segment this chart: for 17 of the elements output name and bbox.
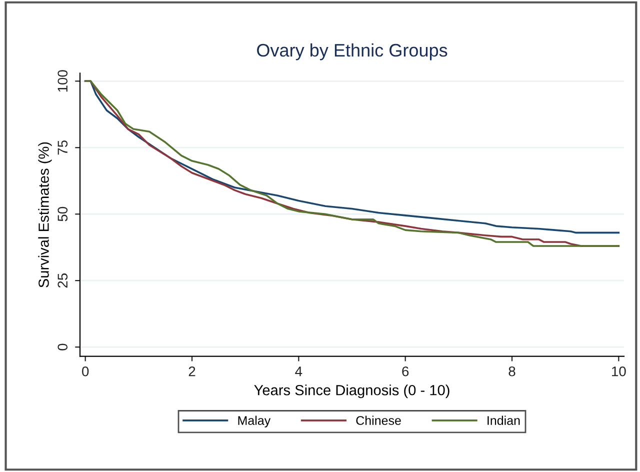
x-axis-title: Years Since Diagnosis (0 - 10) — [254, 384, 450, 398]
y-tick-label: 0 — [58, 344, 68, 350]
x-tick-label: 0 — [82, 366, 89, 376]
y-axis-title: Survival Estimates (%) — [38, 142, 52, 288]
legend-label: Indian — [488, 416, 520, 425]
x-tick-label: 6 — [402, 366, 409, 376]
x-tick-label: 2 — [188, 366, 196, 376]
legend-label: Malay — [238, 416, 271, 428]
y-tick-label: 50 — [58, 206, 68, 222]
x-tick-label: 4 — [295, 366, 302, 376]
x-tick-label: 10 — [612, 366, 626, 376]
legend-label: Chinese — [356, 416, 401, 425]
x-tick-label: 8 — [508, 366, 516, 376]
chart-title: Ovary by Ethnic Groups — [257, 43, 448, 60]
y-tick-label: 100 — [58, 70, 68, 92]
y-tick-label: 75 — [58, 140, 68, 155]
y-tick-label: 25 — [58, 273, 68, 288]
